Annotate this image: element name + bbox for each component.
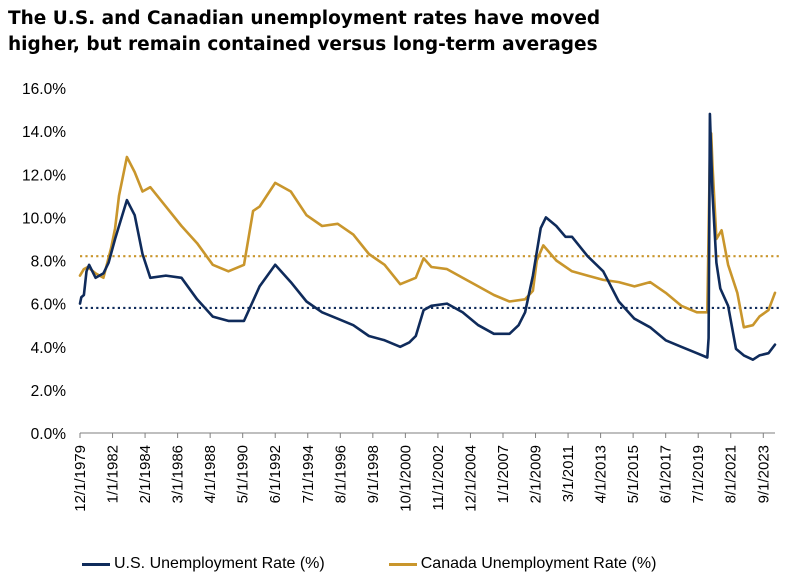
x-tick-label: 3/1/2011: [560, 445, 577, 502]
x-tick-label: 8/1/2021: [723, 445, 740, 503]
x-tick-label: 1/1/2007: [495, 445, 512, 503]
y-axis: 0.0% 2.0% 4.0% 6.0% 8.0% 10.0% 12.0% 14.0% 16.0%: [22, 81, 66, 443]
x-tick-label: 5/1/1990: [235, 445, 252, 503]
x-tick-label: 10/1/2000: [397, 445, 414, 512]
x-tick-label: 2/1/1984: [137, 445, 154, 503]
y-tick-label: 16.0%: [22, 81, 66, 98]
x-tick-label: 12/1/1979: [72, 445, 89, 512]
x-tick-label: 12/1/2004: [462, 445, 479, 512]
legend-item-canada: Canada Unemployment Rate (%): [388, 555, 657, 573]
x-axis: 12/1/1979 1/1/1982 2/1/1984 3/1/1986 4/1/198…: [72, 432, 775, 512]
y-tick-label: 12.0%: [22, 167, 66, 184]
x-tick-label: 1/1/1982: [105, 445, 122, 503]
chart-title-line-2: higher, but remain contained versus long…: [8, 34, 598, 55]
legend-label-canada: Canada Unemployment Rate (%): [420, 555, 657, 572]
legend-swatch-us: [82, 562, 110, 566]
y-tick-label: 0.0%: [31, 426, 67, 443]
x-tick-label: 7/1/1994: [300, 445, 317, 503]
reference-lines: [80, 255, 780, 310]
series-line-canada: [78, 132, 777, 329]
x-tick-label: 2/1/2009: [528, 445, 545, 503]
legend-label-us: U.S. Unemployment Rate (%): [114, 555, 325, 572]
series-line-us: [78, 112, 777, 362]
x-tick-label: 5/1/2015: [625, 445, 642, 503]
x-tick-label: 8/1/1996: [332, 445, 349, 503]
y-tick-label: 6.0%: [31, 297, 67, 314]
chart-title: The U.S. and Canadian unemployment rates…: [8, 6, 778, 58]
plot-area: [78, 112, 777, 362]
y-tick-label: 14.0%: [22, 124, 66, 141]
y-tick-label: 2.0%: [31, 383, 67, 400]
x-tick-label: 4/1/2013: [593, 445, 610, 503]
legend-item-us: U.S. Unemployment Rate (%): [82, 555, 325, 573]
legend-swatch-canada: [388, 562, 417, 566]
y-tick-label: 10.0%: [22, 210, 66, 227]
x-tick-label: 6/1/1992: [267, 445, 284, 503]
y-tick-label: 4.0%: [31, 340, 67, 357]
y-tick-label: 8.0%: [31, 254, 67, 271]
chart-title-line-1: The U.S. and Canadian unemployment rates…: [8, 8, 601, 29]
x-tick-label: 3/1/1986: [170, 445, 187, 503]
x-tick-label: 4/1/1988: [202, 445, 219, 503]
x-tick-label: 9/1/2023: [755, 445, 772, 503]
x-tick-label: 6/1/2017: [658, 445, 675, 503]
x-tick-label: 11/1/2002: [430, 445, 447, 511]
legend: U.S. Unemployment Rate (%) Canada Unempl…: [82, 553, 656, 575]
x-tick-label: 9/1/1998: [365, 445, 382, 503]
x-tick-label: 7/1/2019: [690, 445, 707, 503]
